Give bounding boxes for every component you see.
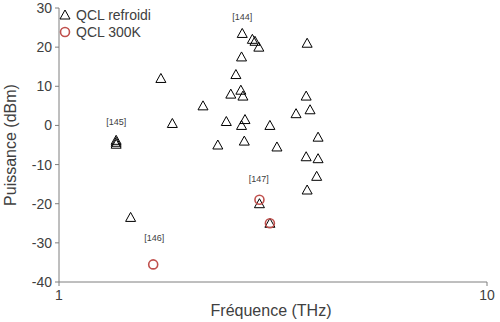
y-tick: [55, 86, 59, 87]
point: [198, 101, 208, 110]
point: [255, 195, 264, 204]
point: [265, 120, 275, 129]
y-tick-label: -40: [32, 274, 52, 290]
y-tick-label: 20: [36, 39, 52, 55]
point: [213, 140, 223, 149]
point: [238, 91, 248, 100]
y-axis-label: Puissance (dBm): [2, 84, 19, 206]
point: [312, 171, 322, 180]
point: [237, 28, 247, 37]
y-tick-label: 10: [36, 78, 52, 94]
x-tick: [487, 282, 488, 286]
x-axis-label: Fréquence (THz): [211, 302, 332, 319]
points: [111, 28, 323, 268]
point: [313, 154, 323, 163]
y-tick: [55, 47, 59, 48]
point: [302, 38, 312, 47]
y-tick-label: -20: [32, 196, 52, 212]
annotation: [146]: [144, 233, 164, 243]
point: [313, 132, 323, 141]
point: [237, 52, 247, 61]
x-axis-line: [59, 282, 487, 283]
point: [291, 109, 301, 118]
y-tick: [55, 8, 59, 9]
x-tick: [59, 282, 60, 286]
chart: -40 -30 -20 -10 0 10 20 30 1 10 Fréquence (THz) Pui…: [0, 0, 500, 322]
annotation: [147]: [249, 174, 269, 184]
y-tick-label: 0: [44, 117, 52, 133]
point: [226, 89, 236, 98]
point: [167, 118, 177, 127]
point: [265, 218, 275, 227]
point: [111, 139, 121, 148]
legend-marker: [61, 28, 70, 37]
point: [231, 70, 241, 79]
y-tick: [55, 282, 59, 283]
y-tick: [55, 203, 59, 204]
y-tick: [55, 125, 59, 126]
point: [239, 136, 249, 145]
legend-marker: [60, 10, 70, 19]
point: [149, 260, 158, 269]
point: [305, 105, 315, 114]
y-tick: [55, 242, 59, 243]
point: [254, 42, 264, 51]
point: [301, 152, 311, 161]
point: [156, 73, 166, 82]
legend-label: QCL refroidi: [76, 7, 151, 23]
y-tick-label: 30: [36, 0, 52, 16]
point: [250, 36, 260, 45]
y-tick-label: -10: [32, 157, 52, 173]
annotation: [144]: [232, 12, 252, 22]
x-tick-label: 1: [55, 287, 63, 303]
point: [302, 185, 312, 194]
y-axis-line: [59, 8, 60, 282]
point: [240, 115, 250, 124]
point: [126, 212, 136, 221]
legend-label: QCL 300K: [76, 24, 142, 40]
point: [221, 117, 231, 126]
point: [265, 219, 274, 228]
point: [272, 142, 282, 151]
point: [301, 91, 311, 100]
x-tick-label: 10: [479, 287, 495, 303]
y-tick-label: -30: [32, 235, 52, 251]
y-tick: [55, 164, 59, 165]
annotation: [145]: [106, 117, 126, 127]
